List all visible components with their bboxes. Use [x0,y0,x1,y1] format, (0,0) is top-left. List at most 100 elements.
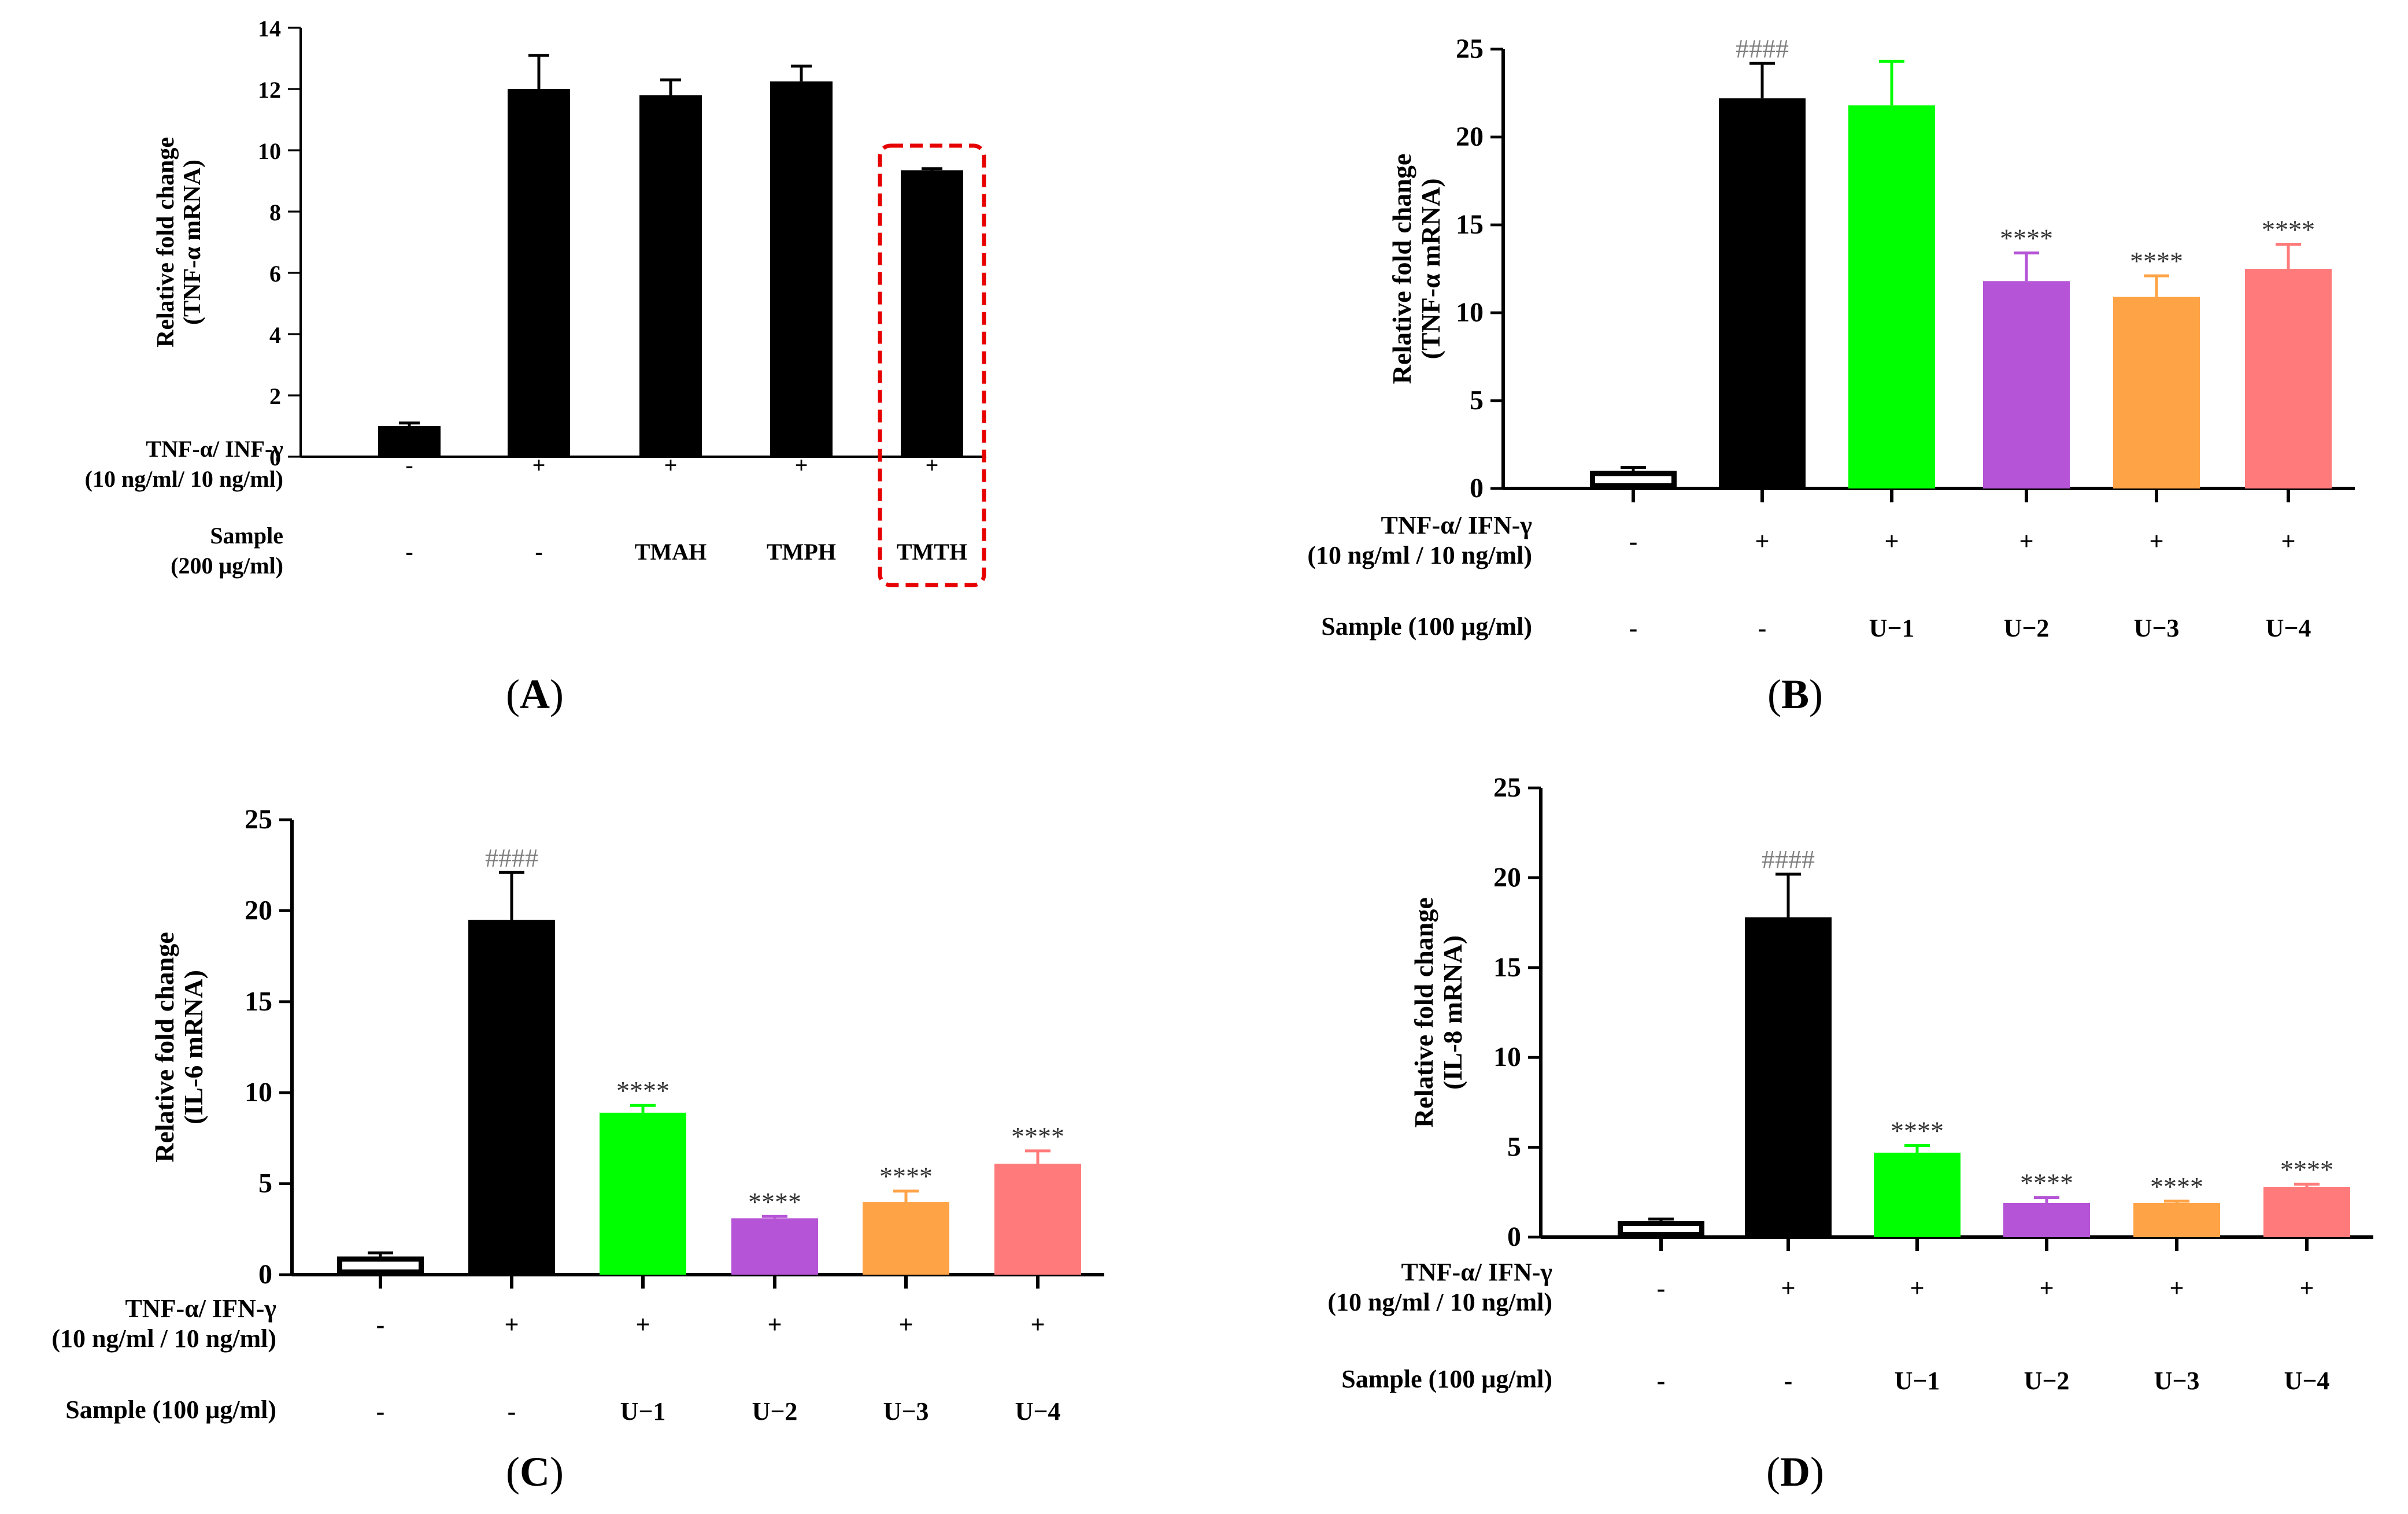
row-cell-label: TMAH [635,539,707,565]
panel-label: (B) [1767,671,1823,717]
bar [863,1202,949,1275]
y-tick-label: 10 [258,138,281,164]
y-axis-label-line2: (TNF-α mRNA) [179,160,206,325]
row-cell-label: + [2149,527,2163,556]
row-cell-label: U−2 [752,1397,798,1426]
y-axis-label-line1: Relative fold change [1409,897,1438,1128]
row-cell-label: U−4 [1015,1397,1061,1426]
highlight-box [878,143,986,587]
row-cell-label: - [376,1397,385,1426]
y-tick-label: 10 [1456,297,1484,328]
significance-star-label: **** [2280,1154,2333,1184]
bar [600,1112,686,1275]
y-axis-label: Relative fold change (TNF-α mRNA) [1387,154,1445,384]
bar [770,81,833,457]
y-tick-label: 20 [1493,862,1521,893]
y-tick-label: 25 [245,804,272,835]
row-cell-label: U−2 [2024,1367,2070,1395]
row-cell-label: U−1 [620,1397,666,1426]
row-label-line1: Sample [210,523,283,549]
bar [1590,471,1677,488]
y-tick-label: 20 [245,895,272,926]
panel-label: (C) [506,1449,564,1495]
significance-hash-label: #### [1762,845,1815,874]
y-tick-label: 25 [1456,34,1484,64]
y-axis-label-line1: Relative fold change [153,137,179,347]
y-axis-label: Relative fold change (IL-6 mRNA) [150,932,208,1163]
row-cell-label: + [2169,1274,2184,1302]
significance-hash-label: #### [485,843,538,872]
bar [2113,297,2200,488]
significance-star-label: **** [1891,1116,1944,1145]
bar [1848,105,1935,488]
chart-panel-c: 0 5 10 15 20 25 Relative fold change (IL-6 mRNA… [51,804,1104,1495]
bar [1719,98,1806,488]
row-cell-label: - [376,1311,385,1339]
panel-label: (A) [506,671,564,717]
row-cell-label: U−3 [2134,614,2180,642]
y-tick-label: 10 [1493,1042,1521,1072]
row-cell-label: + [1884,527,1899,556]
bar [1745,917,1832,1237]
significance-star-label: **** [748,1187,801,1216]
row-label-line1: TNF-α/ INF-γ [146,436,283,462]
significance-star-label: **** [2262,214,2315,244]
row-cell-label: U−4 [2266,614,2311,642]
bar [468,920,555,1275]
panel-letter: C [520,1449,550,1495]
chart-panel-d: 0 5 10 15 20 25 Relative fold change (IL-8 mRNA… [1327,772,2373,1495]
row-cell-label: + [2039,1274,2054,1302]
bar [994,1163,1081,1275]
bar [639,95,702,457]
significance-star-label: **** [879,1161,933,1191]
row-cell-label: U−1 [1869,614,1915,642]
row-label-line1: TNF-α/ IFN-γ [1381,511,1532,539]
row-label-line2: (10 ng/ml / 10 ng/ml) [1307,541,1532,569]
y-axis-label-line1: Relative fold change [150,932,179,1163]
bar [2133,1202,2220,1237]
chart-panel-b: 0 5 10 15 20 25 Relative fold change (TNF-α mRN… [1307,34,2355,717]
panel-letter: D [1780,1449,1810,1495]
significance-star-label: **** [1011,1121,1064,1151]
row-cell-label: + [532,452,546,478]
row-label-line1: TNF-α/ IFN-γ [125,1294,276,1323]
row-label-line2: (10 ng/ml / 10 ng/ml) [51,1324,276,1353]
row-cell-label: - [1629,527,1638,556]
row-cell-label: - [1657,1367,1666,1395]
row-cell-label: + [2299,1274,2314,1302]
row-cell-label: - [508,1397,516,1426]
row-cell-label: - [535,539,542,565]
row-label-line1: Sample (100 μg/ml) [1321,612,1532,641]
significance-star-label: **** [2150,1172,2203,1201]
y-axis-label: Relative fold change (IL-8 mRNA) [1409,897,1467,1128]
row-cell-label: U−4 [2284,1367,2330,1395]
significance-star-label: **** [2000,224,2053,253]
row-cell-label: - [1629,614,1638,642]
row-cell-label: + [1781,1274,1795,1302]
y-tick-label: 5 [258,1168,272,1199]
row-cell-label: + [926,452,939,478]
row-label-line1: TNF-α/ IFN-γ [1401,1258,1552,1286]
y-tick-label: 2 [269,383,281,409]
row-cell-label: U−1 [1895,1367,1940,1395]
row-cell-label: U−3 [883,1397,929,1426]
bar [378,426,441,457]
row-cell-label: + [635,1311,650,1339]
row-label-line1: Sample (100 μg/ml) [1341,1365,1552,1393]
significance-hash-label: #### [1736,34,1789,63]
y-tick-label: 14 [258,16,281,42]
y-tick-label: 0 [258,1259,272,1290]
y-tick-label: 20 [1456,121,1484,152]
row-cell-label: - [1758,614,1767,642]
y-tick-label: 0 [1470,473,1484,504]
significance-star-label: **** [2020,1168,2073,1198]
row-cell-label: + [767,1311,782,1339]
bar [508,89,570,457]
y-tick-label: 15 [245,986,272,1017]
bar [337,1256,424,1275]
panel-letter: A [520,671,550,717]
row-cell-label: + [1030,1311,1045,1339]
row-cell-label: TMTH [897,539,967,565]
bar [1874,1152,1961,1237]
